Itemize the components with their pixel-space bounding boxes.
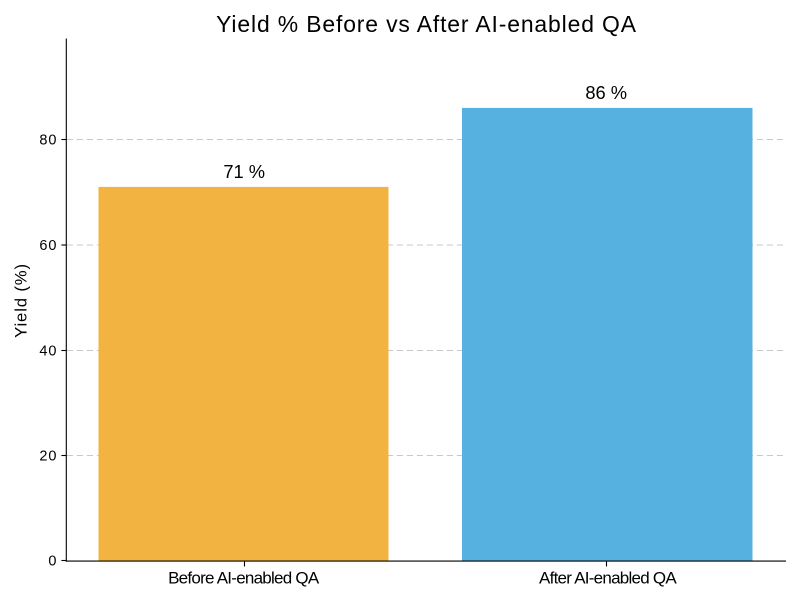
svg-text:86 %: 86 % [585, 82, 627, 103]
svg-text:40: 40 [39, 344, 57, 360]
svg-text:71 %: 71 % [223, 161, 265, 182]
svg-text:Yield % Before vs After AI-ena: Yield % Before vs After AI-enabled QA [216, 11, 637, 37]
svg-text:Before AI-enabled QA: Before AI-enabled QA [168, 568, 320, 587]
svg-text:After AI-enabled QA: After AI-enabled QA [539, 568, 677, 587]
svg-text:80: 80 [39, 133, 57, 149]
svg-text:0: 0 [48, 554, 57, 570]
svg-text:20: 20 [39, 449, 57, 465]
svg-text:Yield (%): Yield (%) [12, 263, 31, 338]
svg-text:60: 60 [39, 238, 57, 254]
